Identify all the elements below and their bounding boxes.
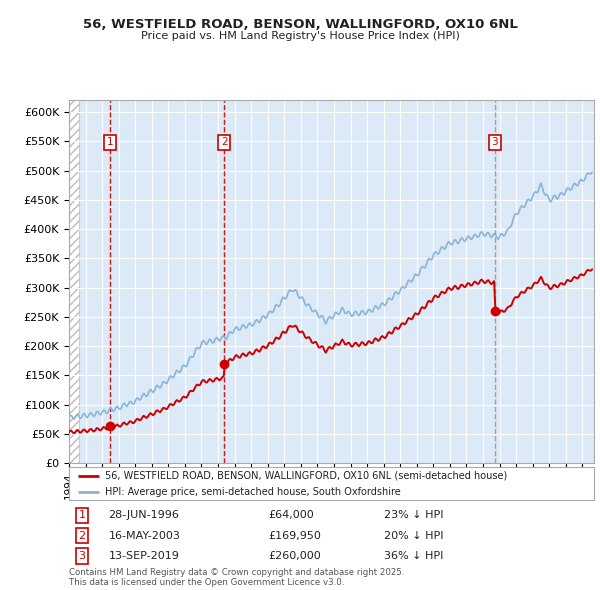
Text: £260,000: £260,000 — [269, 551, 321, 561]
Text: 3: 3 — [491, 137, 498, 148]
Text: 56, WESTFIELD ROAD, BENSON, WALLINGFORD, OX10 6NL: 56, WESTFIELD ROAD, BENSON, WALLINGFORD,… — [83, 18, 517, 31]
Text: 23% ↓ HPI: 23% ↓ HPI — [384, 510, 443, 520]
Text: £64,000: £64,000 — [269, 510, 314, 520]
Text: 1: 1 — [107, 137, 113, 148]
Text: Contains HM Land Registry data © Crown copyright and database right 2025.
This d: Contains HM Land Registry data © Crown c… — [69, 568, 404, 587]
Text: £169,950: £169,950 — [269, 531, 322, 540]
Text: 2: 2 — [221, 137, 227, 148]
Polygon shape — [69, 100, 79, 463]
Text: 16-MAY-2003: 16-MAY-2003 — [109, 531, 180, 540]
Text: 36% ↓ HPI: 36% ↓ HPI — [384, 551, 443, 561]
Text: 13-SEP-2019: 13-SEP-2019 — [109, 551, 179, 561]
Text: 2: 2 — [79, 531, 86, 540]
Text: 20% ↓ HPI: 20% ↓ HPI — [384, 531, 443, 540]
Text: Price paid vs. HM Land Registry's House Price Index (HPI): Price paid vs. HM Land Registry's House … — [140, 31, 460, 41]
Text: 1: 1 — [79, 510, 86, 520]
Text: 28-JUN-1996: 28-JUN-1996 — [109, 510, 179, 520]
Text: 3: 3 — [79, 551, 86, 561]
Text: 56, WESTFIELD ROAD, BENSON, WALLINGFORD, OX10 6NL (semi-detached house): 56, WESTFIELD ROAD, BENSON, WALLINGFORD,… — [105, 471, 507, 481]
Text: HPI: Average price, semi-detached house, South Oxfordshire: HPI: Average price, semi-detached house,… — [105, 487, 400, 497]
